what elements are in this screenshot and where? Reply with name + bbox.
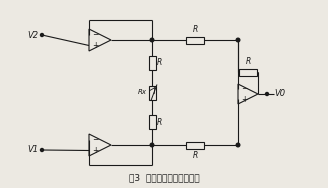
Text: V0: V0 bbox=[274, 89, 285, 99]
Bar bbox=[186, 36, 204, 43]
Text: V2: V2 bbox=[27, 30, 38, 39]
Circle shape bbox=[150, 143, 154, 147]
Text: R: R bbox=[157, 118, 162, 127]
Circle shape bbox=[40, 33, 44, 36]
Bar bbox=[149, 56, 155, 70]
Circle shape bbox=[40, 149, 44, 152]
Text: −: − bbox=[92, 30, 98, 39]
Bar bbox=[239, 68, 257, 76]
Circle shape bbox=[236, 38, 240, 42]
Text: +: + bbox=[92, 146, 98, 155]
Text: R: R bbox=[193, 151, 198, 159]
Text: V1: V1 bbox=[27, 146, 38, 155]
Bar bbox=[149, 115, 155, 129]
Text: +: + bbox=[241, 95, 247, 104]
Text: R: R bbox=[245, 58, 251, 67]
Text: Rx: Rx bbox=[138, 89, 147, 96]
Text: 图3  仪表放大器电路原理图: 图3 仪表放大器电路原理图 bbox=[129, 173, 199, 182]
Text: −: − bbox=[92, 135, 98, 144]
Text: R: R bbox=[157, 58, 162, 67]
Bar bbox=[186, 142, 204, 149]
Circle shape bbox=[150, 38, 154, 42]
Circle shape bbox=[265, 92, 269, 96]
Bar bbox=[149, 86, 155, 99]
Text: −: − bbox=[241, 84, 247, 93]
Text: +: + bbox=[92, 41, 98, 50]
Text: R: R bbox=[193, 26, 198, 35]
Circle shape bbox=[236, 143, 240, 147]
